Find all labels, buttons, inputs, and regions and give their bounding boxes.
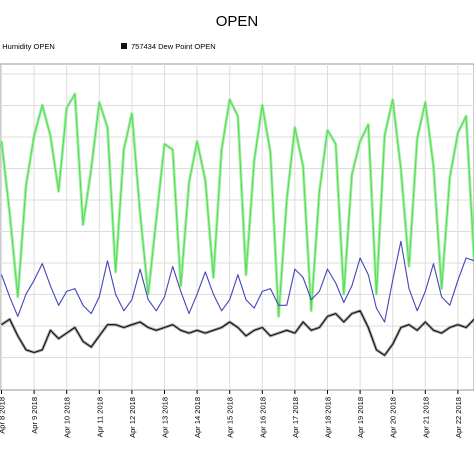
legend-item-humidity: 4 Humidity OPEN [0, 42, 55, 51]
x-tick-label: Apr 22 2018 [454, 397, 463, 438]
series-blue-line [0, 240, 474, 323]
x-tick-label: Apr 14 2018 [193, 397, 202, 438]
series-dewpoint-line [1, 310, 474, 356]
x-tick-label: Apr 16 2018 [258, 397, 267, 438]
series-layer [0, 92, 474, 357]
legend-marker-dewpoint [121, 43, 127, 49]
x-tick-label: Apr 13 2018 [161, 397, 170, 438]
x-tick-label: Apr 11 2018 [95, 397, 104, 437]
x-tick-label: Apr 15 2018 [226, 397, 235, 438]
chart-title: OPEN [216, 13, 259, 30]
x-tick-label: Apr 12 2018 [128, 397, 137, 438]
x-axis: Apr 8 2018 Apr 9 2018 Apr 10 2018 Apr 11 20… [0, 390, 463, 438]
x-tick-label: Apr 21 2018 [421, 397, 430, 438]
x-tick-label: Apr 19 2018 [356, 397, 365, 438]
x-tick-label: Apr 10 2018 [63, 397, 72, 438]
legend-item-dewpoint: 757434 Dew Point OPEN [131, 42, 216, 51]
series-humidity-line [0, 93, 474, 317]
x-tick-label: Apr 20 2018 [389, 397, 398, 438]
x-tick-label: Apr 8 2018 [0, 397, 7, 434]
x-tick-label: Apr 17 2018 [291, 397, 300, 438]
x-tick-label: Apr 9 2018 [30, 397, 39, 434]
legend: 4 Humidity OPEN 757434 Dew Point OPEN [0, 42, 216, 51]
x-tick-label: Apr 18 2018 [324, 397, 333, 438]
